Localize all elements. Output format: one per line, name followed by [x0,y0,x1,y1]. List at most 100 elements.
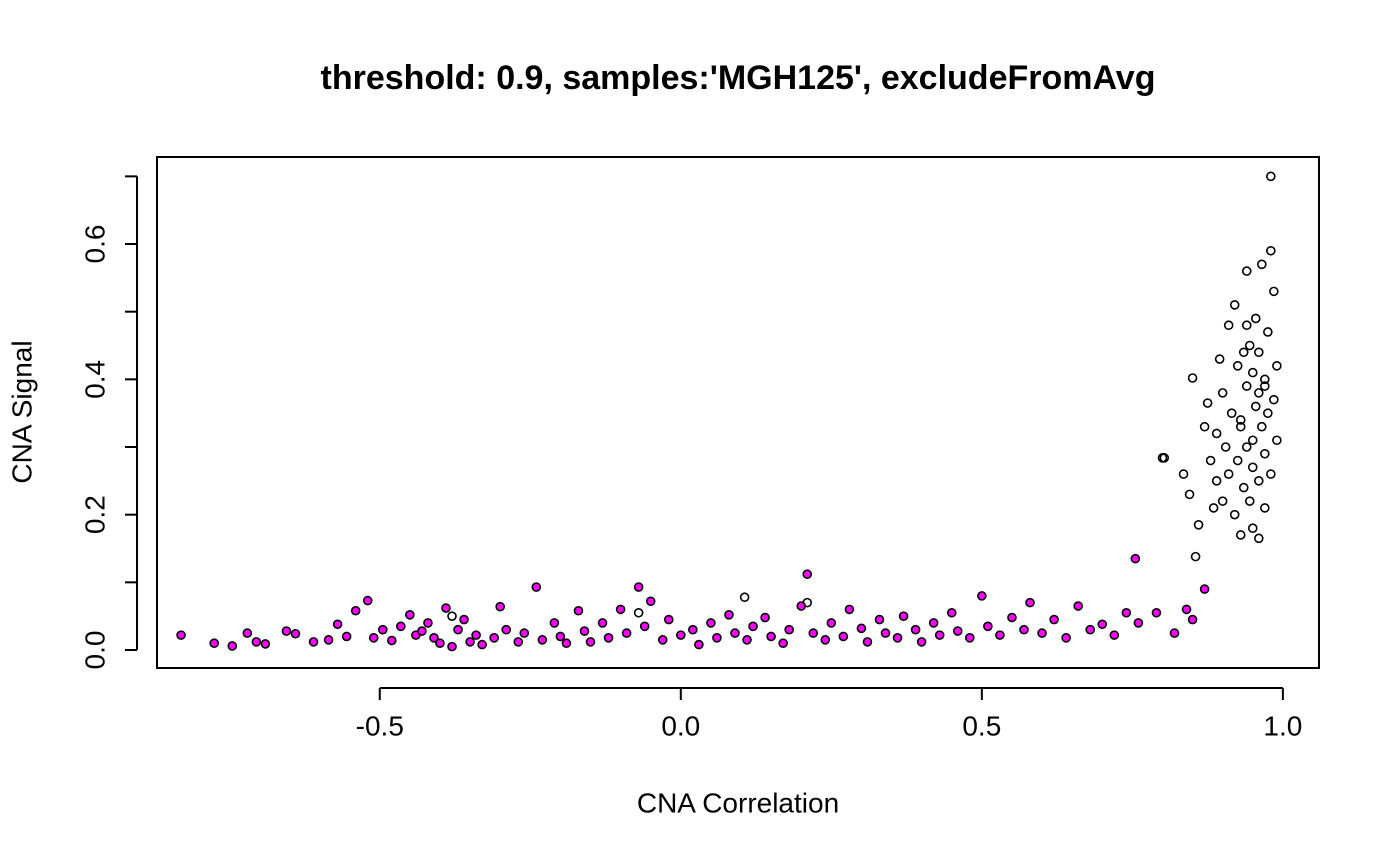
point [513,637,524,647]
point [1019,624,1029,635]
chart-title: threshold: 0.9, samples:'MGH125', exclud… [321,59,1156,97]
point [952,626,963,636]
point [964,633,975,643]
point [1247,367,1258,378]
point [633,582,644,592]
point [1238,482,1249,493]
point [1235,415,1246,425]
point [362,595,373,606]
point [396,621,406,632]
point [308,637,319,647]
point [459,614,469,625]
point [1260,503,1270,513]
point [323,635,334,645]
point [1263,408,1273,418]
point [1193,520,1204,530]
point [1238,347,1249,358]
point [1073,601,1083,611]
point [760,612,770,623]
point [1208,503,1219,513]
point [916,637,927,647]
point [838,631,849,642]
point [417,626,427,636]
point [1235,530,1246,540]
point [341,631,352,642]
point [778,638,788,649]
point [928,618,939,628]
point [387,635,397,646]
point [1253,347,1264,358]
point [898,611,909,621]
point [856,623,867,634]
point [1181,604,1192,615]
point [368,633,379,643]
point [880,628,891,638]
point [1151,607,1162,618]
point [1235,421,1246,432]
point [281,626,292,636]
point [688,624,698,635]
point [1250,401,1261,412]
point [1272,435,1282,446]
point [1260,448,1270,459]
point [1133,618,1144,628]
point [1266,469,1276,479]
point [1205,455,1216,466]
point [453,624,463,635]
point [251,637,262,647]
point [712,633,722,643]
point [724,610,734,620]
point [1184,489,1195,500]
point [1214,354,1225,364]
point [1247,462,1258,473]
point [405,610,415,620]
point [1269,394,1279,405]
point [694,639,704,650]
point [501,624,512,635]
x-tick-label: 0.0 [661,710,700,741]
point [176,630,186,640]
point [597,618,608,628]
point [1253,476,1264,486]
point [1244,496,1255,506]
point [537,635,548,645]
x-axis-label: CNA Correlation [637,787,839,818]
point [1260,381,1270,391]
point [573,605,584,616]
point [1260,374,1270,385]
point [663,614,674,625]
y-tick-label: 0.4 [79,360,110,399]
point [1199,584,1210,594]
y-tick-label: 0.6 [79,225,110,264]
point [1241,381,1252,391]
point [1178,469,1189,479]
point [1190,551,1201,562]
point [242,628,253,638]
point [441,603,451,613]
point [1253,533,1264,544]
point [1247,435,1258,446]
point [579,626,590,636]
point [1187,614,1198,625]
point [784,624,794,635]
x-tick-label: -0.5 [356,710,404,741]
point [377,624,388,635]
point [1263,327,1273,337]
point [934,630,945,640]
point [423,618,433,628]
x-tick-label: 0.5 [962,710,1001,741]
point [892,633,903,643]
point [977,591,987,601]
point [1211,428,1222,439]
point [1097,619,1108,630]
point [1025,597,1035,608]
point [1266,245,1276,256]
x-tick-label: 1.0 [1263,710,1302,741]
point [1272,361,1282,371]
point [1241,320,1252,331]
point [477,639,487,650]
point [1229,300,1240,310]
point [489,633,499,643]
point [1085,624,1096,635]
